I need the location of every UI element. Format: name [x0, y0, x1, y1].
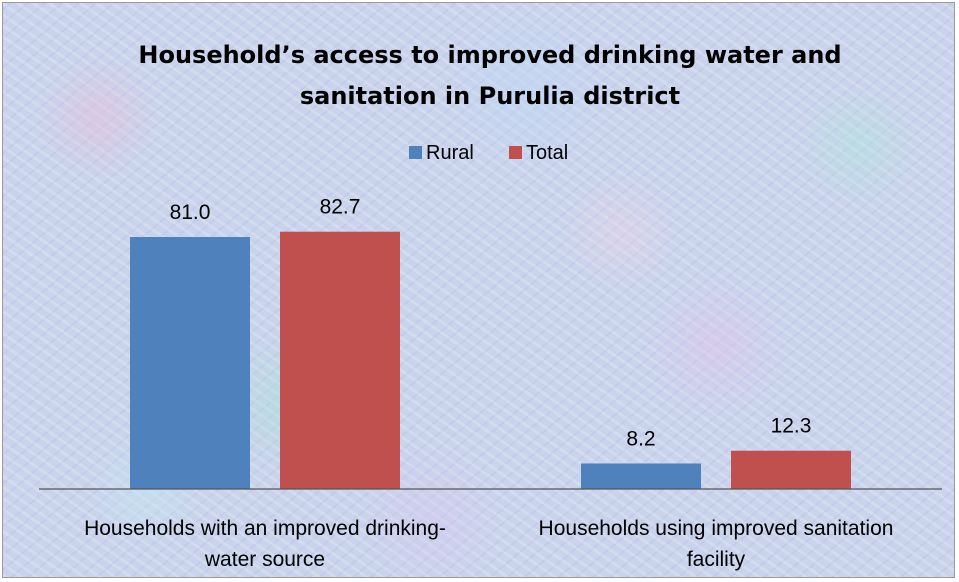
category-labels: Households with an improved drinking- wa… [84, 517, 893, 571]
data-label-rural-1: 81.0 [170, 201, 211, 224]
data-label-rural-2: 8.2 [626, 427, 655, 450]
legend: Rural Total [409, 142, 568, 164]
category-label-2-line-1: Households using improved sanitation [539, 517, 894, 540]
legend-swatch-total [509, 146, 522, 159]
legend-label-total: Total [526, 142, 568, 164]
data-label-total-1: 82.7 [320, 196, 361, 219]
category-label-1-line-2: water source [204, 548, 325, 571]
chart-title-line-1: Household’s access to improved drinking … [138, 41, 841, 69]
legend-swatch-rural [409, 146, 422, 159]
bar-total-1 [280, 231, 400, 489]
bar-chart: Household’s access to improved drinking … [39, 41, 942, 571]
category-label-1-line-1: Households with an improved drinking- [84, 517, 446, 540]
bar-rural-2 [581, 463, 701, 489]
category-label-2-line-2: facility [687, 548, 746, 571]
data-label-total-2: 12.3 [771, 415, 812, 438]
chart-title: Household’s access to improved drinking … [138, 41, 841, 110]
bar-rural-1 [130, 237, 250, 489]
bar-total-2 [731, 450, 851, 489]
plot-area: 81.0 8.2 82.7 12.3 [130, 196, 851, 489]
legend-label-rural: Rural [426, 142, 474, 164]
chart-title-line-2: sanitation in Purulia district [300, 82, 680, 110]
